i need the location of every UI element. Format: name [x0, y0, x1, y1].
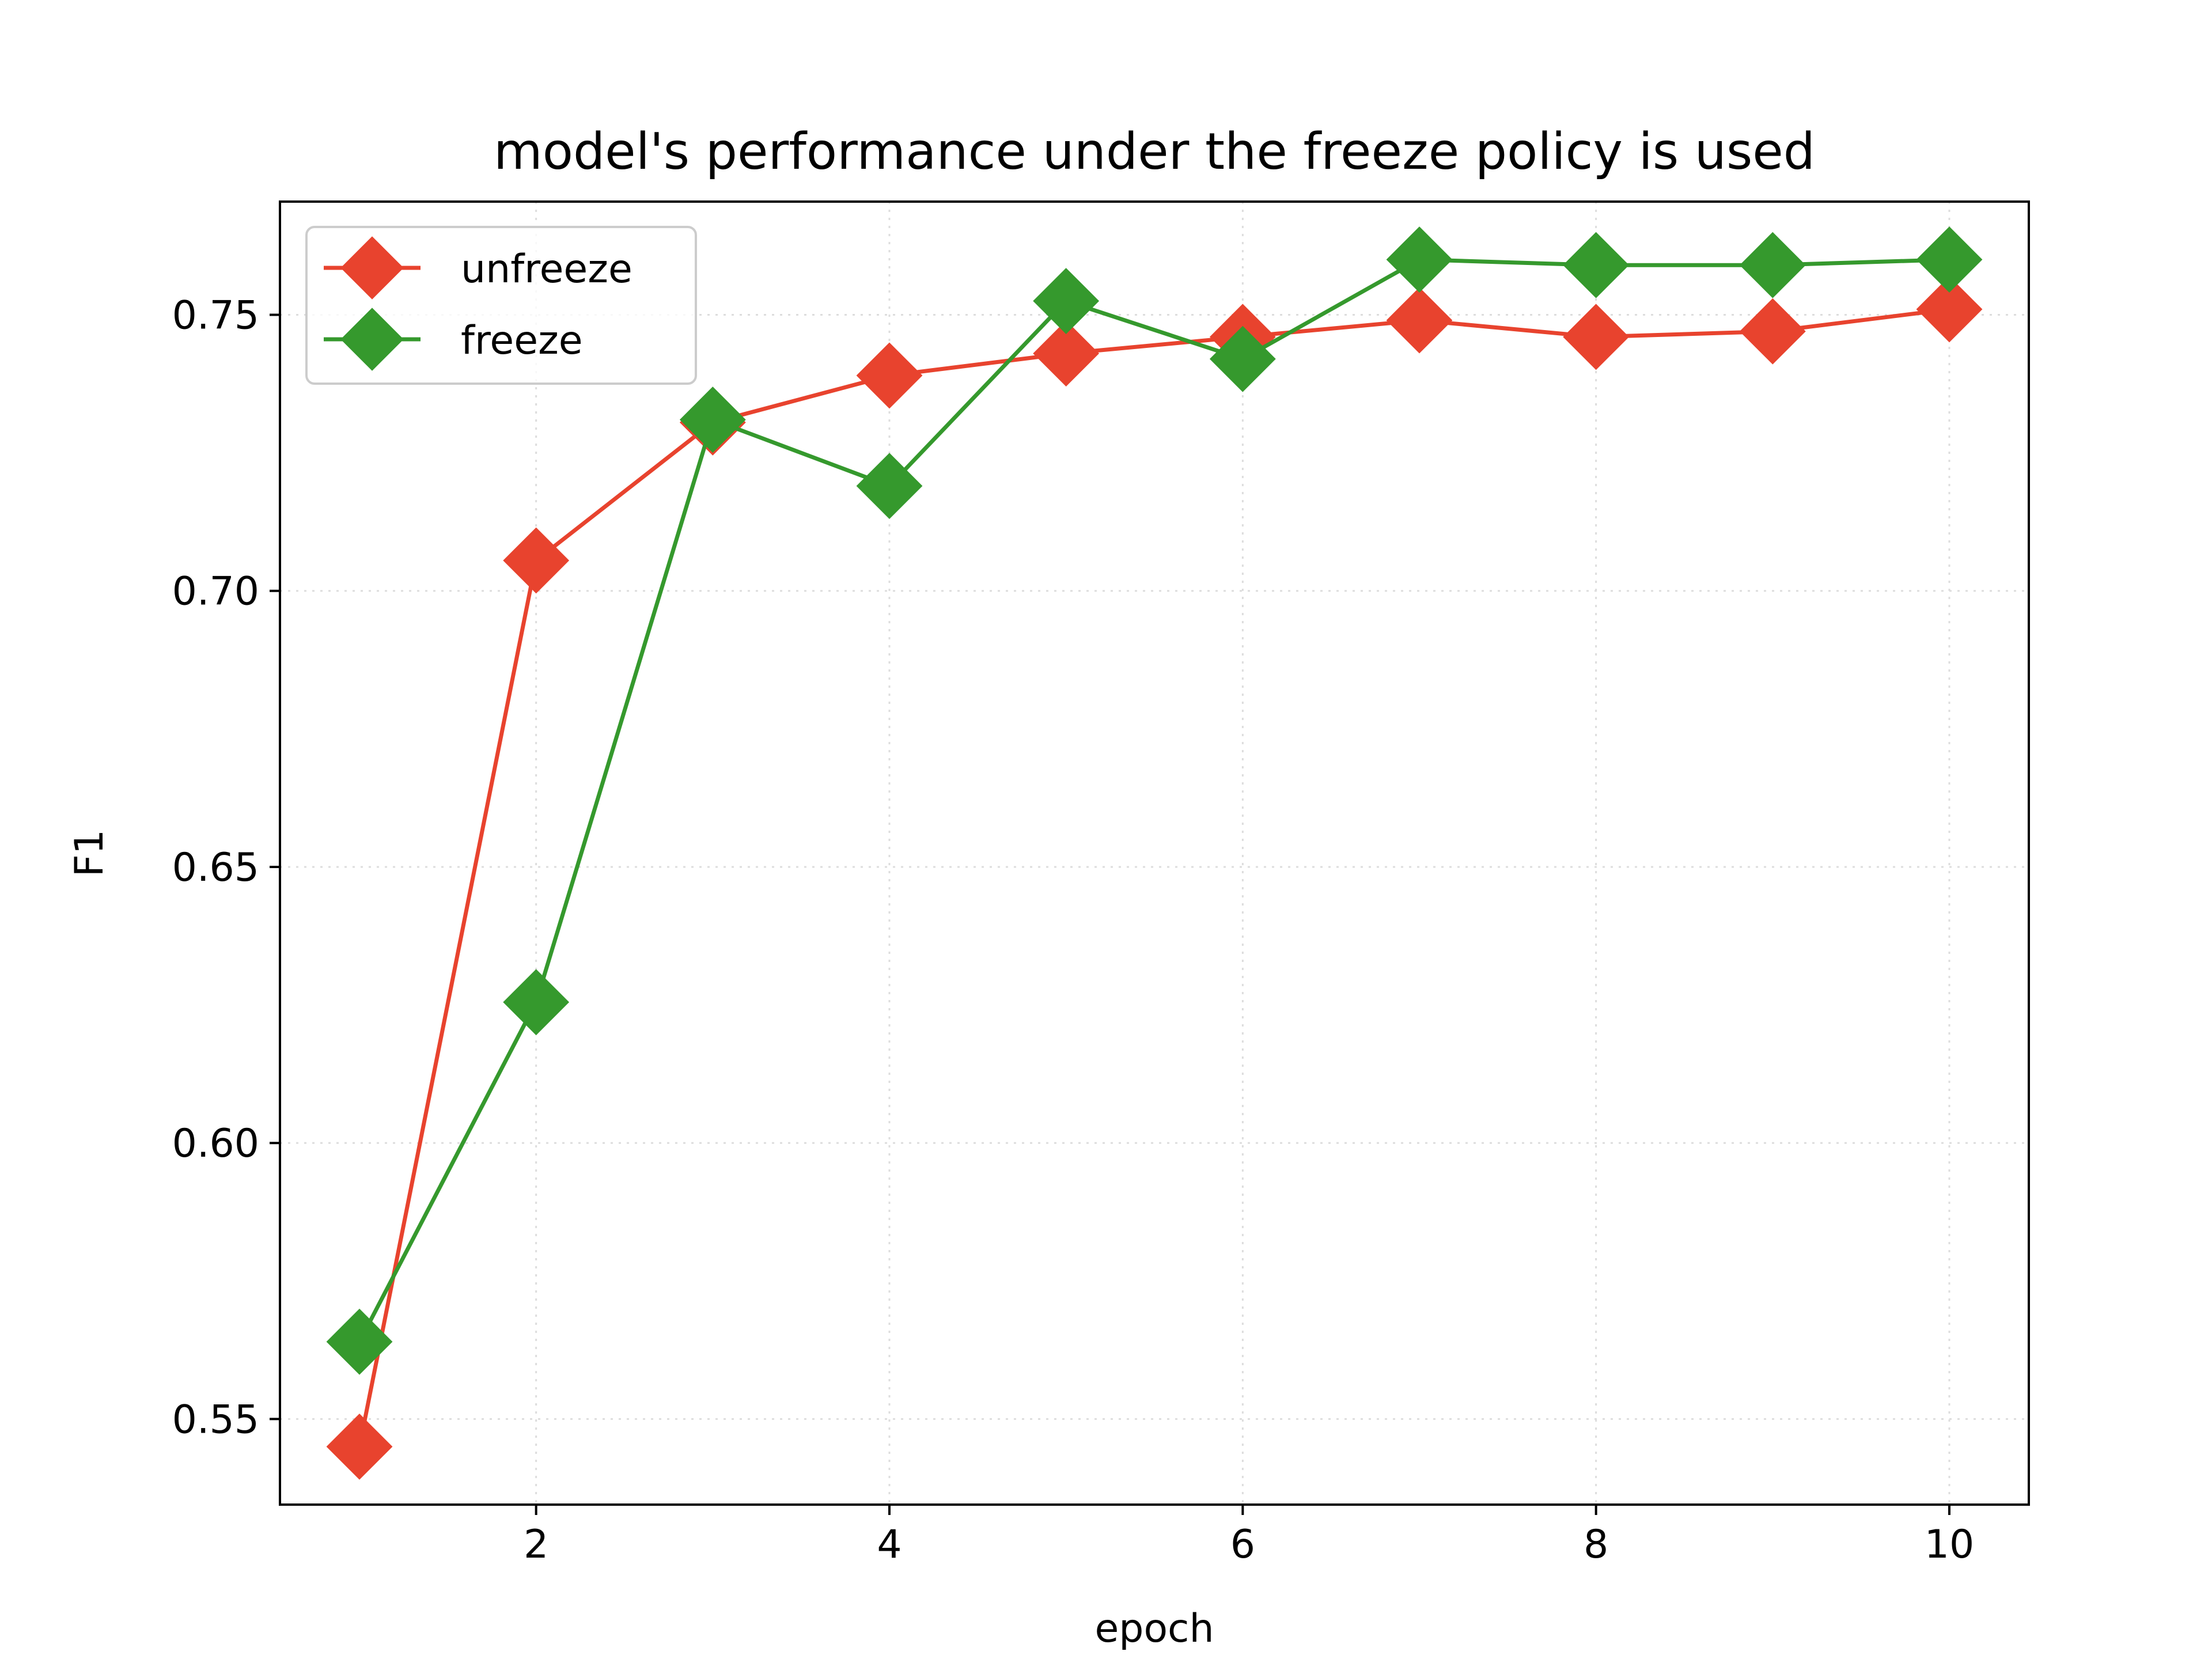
plot-frame	[279, 200, 2030, 1506]
data-point-freeze	[1386, 226, 1453, 293]
ticks: 2 4 6 8 10 0.55 0.60 0.65 0.70 0.75	[172, 293, 1975, 1567]
series-freeze	[326, 226, 1983, 1375]
data-point-unfreeze	[1739, 298, 1806, 365]
series-line-unfreeze	[357, 307, 1950, 1448]
y-tick-label: 0.60	[172, 1121, 259, 1166]
data-point-freeze	[1563, 232, 1630, 298]
x-tick-label: 4	[877, 1522, 902, 1567]
x-axis-label: epoch	[1094, 1606, 1214, 1652]
data-point-unfreeze	[503, 527, 570, 594]
chart-title: model's performance under the freeze pol…	[494, 122, 1815, 181]
x-tick-label: 2	[524, 1522, 548, 1567]
legend-label-freeze: freeze	[461, 318, 583, 363]
data-point-freeze	[503, 969, 570, 1036]
y-tick-label: 0.70	[172, 569, 259, 615]
legend-label-unfreeze: unfreeze	[461, 247, 632, 292]
legend: unfreeze freeze	[305, 226, 697, 385]
y-tick-label: 0.75	[172, 293, 259, 338]
series-line-freeze	[357, 257, 1950, 1343]
x-tick-label: 6	[1230, 1522, 1255, 1567]
data-point-unfreeze	[1916, 276, 1983, 343]
data-point-freeze	[1033, 268, 1100, 334]
data-point-freeze	[1916, 226, 1983, 293]
x-tick-label: 10	[1925, 1522, 1975, 1567]
data-point-unfreeze	[326, 1413, 393, 1480]
x-tick-label: 8	[1584, 1522, 1608, 1567]
data-point-freeze	[1739, 232, 1806, 298]
data-point-freeze	[856, 453, 923, 520]
data-point-freeze	[1209, 325, 1276, 392]
y-tick-label: 0.55	[172, 1397, 259, 1442]
legend-marker-unfreeze	[340, 236, 404, 300]
data-point-freeze	[679, 387, 746, 453]
legend-marker-freeze	[340, 308, 404, 371]
data-point-unfreeze	[1563, 304, 1630, 370]
data-point-unfreeze	[1033, 320, 1100, 387]
data-point-freeze	[326, 1308, 393, 1375]
y-axis-label: F1	[67, 830, 112, 877]
data-point-unfreeze	[1386, 287, 1453, 354]
data-point-unfreeze	[856, 342, 923, 409]
y-tick-label: 0.65	[172, 845, 259, 891]
series-layer	[326, 226, 1983, 1480]
